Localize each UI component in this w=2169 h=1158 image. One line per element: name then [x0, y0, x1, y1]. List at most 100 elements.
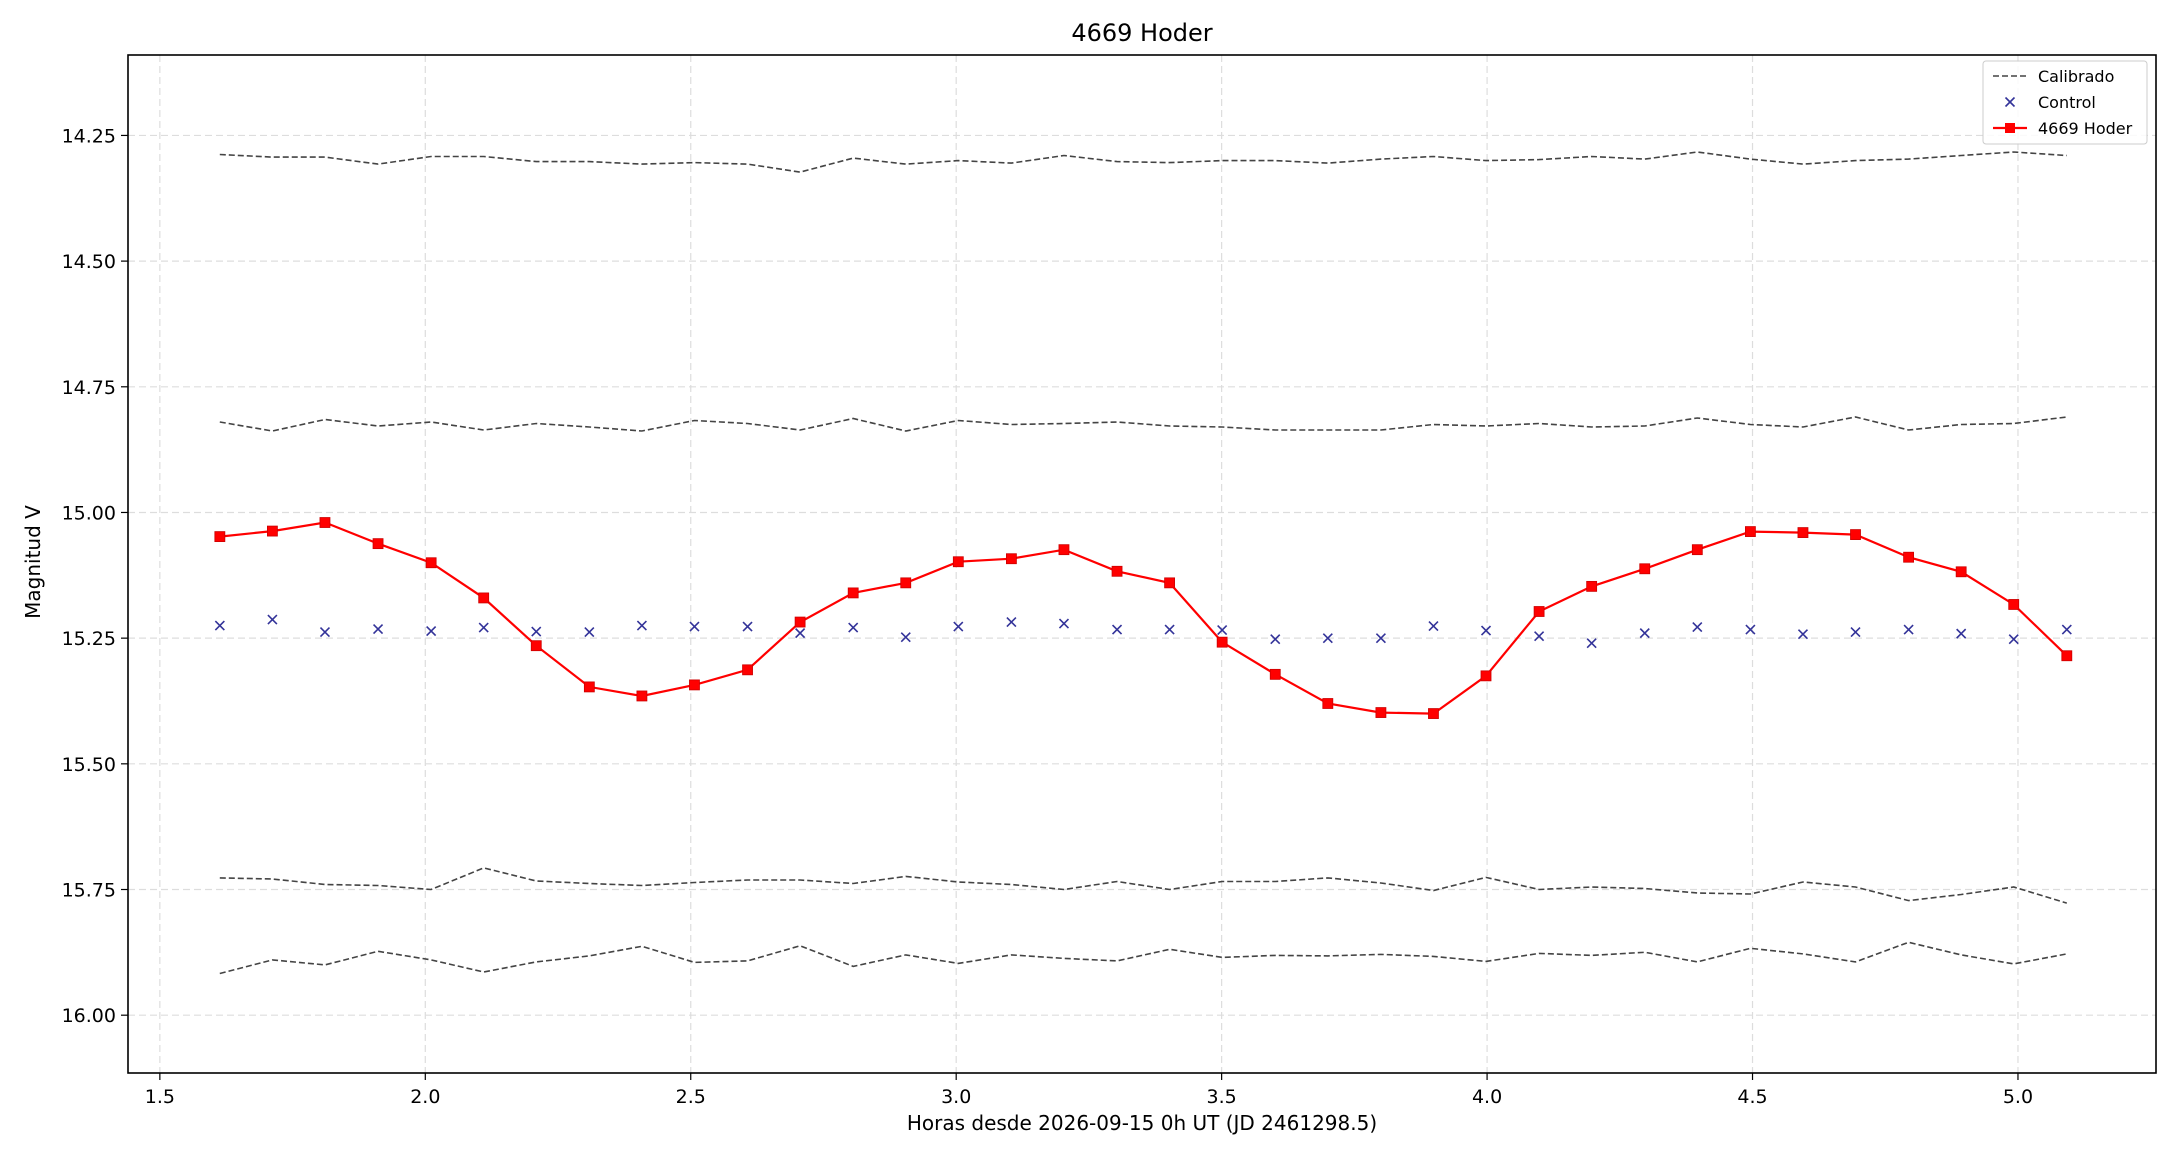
- control-point-stroke: [1745, 624, 1756, 635]
- control-point: [1217, 625, 1228, 636]
- control-point: [1164, 624, 1175, 635]
- control-point: [1956, 628, 1967, 639]
- control-point-stroke: [1217, 625, 1228, 636]
- control-point: [1745, 624, 1756, 635]
- target-point: [425, 557, 437, 569]
- target-point: [1006, 553, 1017, 565]
- control-point: [1058, 618, 1070, 629]
- control-point: [584, 627, 595, 638]
- control-point: [267, 614, 278, 625]
- control-point: [1111, 624, 1123, 635]
- target-point: [1533, 606, 1545, 617]
- target-point: [1586, 580, 1598, 592]
- target-point: [530, 640, 542, 652]
- target-point: [2061, 650, 2073, 662]
- control-point-stroke: [267, 614, 278, 625]
- target-point: [1216, 636, 1228, 648]
- target-point: [1269, 668, 1281, 680]
- target-point: [1903, 551, 1915, 563]
- target-point: [1691, 544, 1703, 556]
- y-tick-label: 16.00: [62, 1005, 116, 1027]
- control-point-stroke: [531, 626, 542, 637]
- control-point-stroke: [2008, 634, 2019, 645]
- y-tick-label: 15.50: [62, 754, 116, 776]
- control-point-stroke: [795, 628, 806, 639]
- control-point-stroke: [1586, 638, 1597, 649]
- target-point: [1111, 565, 1123, 577]
- control-point-stroke: [1480, 625, 1492, 636]
- grid: [128, 55, 2156, 1073]
- control-point: [1322, 633, 1333, 644]
- control-point: [1903, 624, 1914, 635]
- control-point: [1375, 633, 1386, 644]
- control-point: [1586, 638, 1597, 649]
- target-point: [1850, 529, 1861, 540]
- legend-control-stroke: [2004, 96, 2016, 108]
- control-point: [1692, 622, 1703, 633]
- control-point-stroke: [1534, 631, 1545, 642]
- x-tick-label: 2.0: [410, 1086, 440, 1108]
- control-point-stroke: [1058, 618, 1070, 629]
- target-line: [219, 521, 2068, 715]
- target-point: [1375, 707, 1387, 718]
- target-point: [1164, 577, 1176, 589]
- target-point: [1058, 544, 1070, 556]
- control-point-stroke: [900, 632, 911, 643]
- x-tick-label: 4.5: [1737, 1086, 1767, 1108]
- target-point: [1480, 670, 1492, 682]
- target-point: [267, 525, 278, 537]
- control-point-stroke: [478, 622, 489, 633]
- chart-title: 4669 Hoder: [1071, 19, 1212, 47]
- control-point-stroke: [689, 621, 700, 632]
- control-point-stroke: [636, 620, 647, 631]
- control-point-stroke: [1375, 633, 1386, 644]
- target-point: [1955, 566, 1967, 578]
- control-point-stroke: [319, 627, 331, 638]
- x-tick-label: 5.0: [2003, 1086, 2033, 1108]
- control-point-stroke: [1006, 616, 1017, 628]
- y-axis-label: Magnitud V: [21, 505, 45, 619]
- target-point: [1745, 526, 1756, 537]
- control-point-stroke: [426, 626, 437, 637]
- control-point-stroke: [1164, 624, 1175, 635]
- calibrado-line-1: [219, 151, 2067, 173]
- target-point: [1428, 708, 1439, 719]
- target-point: [1797, 527, 1809, 538]
- target-point: [742, 664, 753, 676]
- x-tick-label: 3.5: [1207, 1086, 1237, 1108]
- x-tick-label: 4.0: [1472, 1086, 1502, 1108]
- target-point: [847, 587, 859, 599]
- control-point-stroke: [1270, 634, 1281, 645]
- y-tick-label: 14.25: [62, 125, 116, 147]
- control-point: [742, 621, 753, 632]
- legend-control-handle: [2004, 96, 2016, 108]
- control-point: [1006, 616, 1017, 628]
- target-point: [794, 616, 806, 628]
- y-tick-label: 15.75: [62, 880, 116, 902]
- axis-ticks: 1.5 2.0 2.5 3.0 3.5 4.0 4.5 5.0 14.25 14.50 14.75 1…: [62, 125, 2033, 1108]
- y-tick-label: 14.50: [62, 251, 116, 273]
- control-point-stroke: [1428, 621, 1439, 632]
- series-layer: [214, 151, 2073, 975]
- control-point: [848, 622, 859, 633]
- control-point: [636, 620, 647, 631]
- control-point: [1428, 621, 1439, 632]
- legend-target-label: 4669 Hoder: [2038, 119, 2133, 138]
- control-point-stroke: [742, 621, 753, 632]
- target-point: [689, 679, 700, 691]
- target-point: [2008, 599, 2020, 610]
- x-tick-label: 3.0: [941, 1086, 971, 1108]
- x-axis-label: Horas desde 2026-09-15 0h UT (JD 2461298…: [907, 1111, 1377, 1135]
- target-point: [952, 556, 964, 568]
- control-point: [478, 622, 489, 633]
- control-point: [1639, 628, 1650, 639]
- control-point: [2008, 634, 2019, 645]
- control-point-stroke: [584, 627, 595, 638]
- control-point-stroke: [848, 622, 859, 633]
- y-tick-label: 14.75: [62, 377, 116, 399]
- control-point: [1480, 625, 1492, 636]
- control-point-stroke: [2061, 624, 2072, 635]
- target-point: [372, 538, 384, 550]
